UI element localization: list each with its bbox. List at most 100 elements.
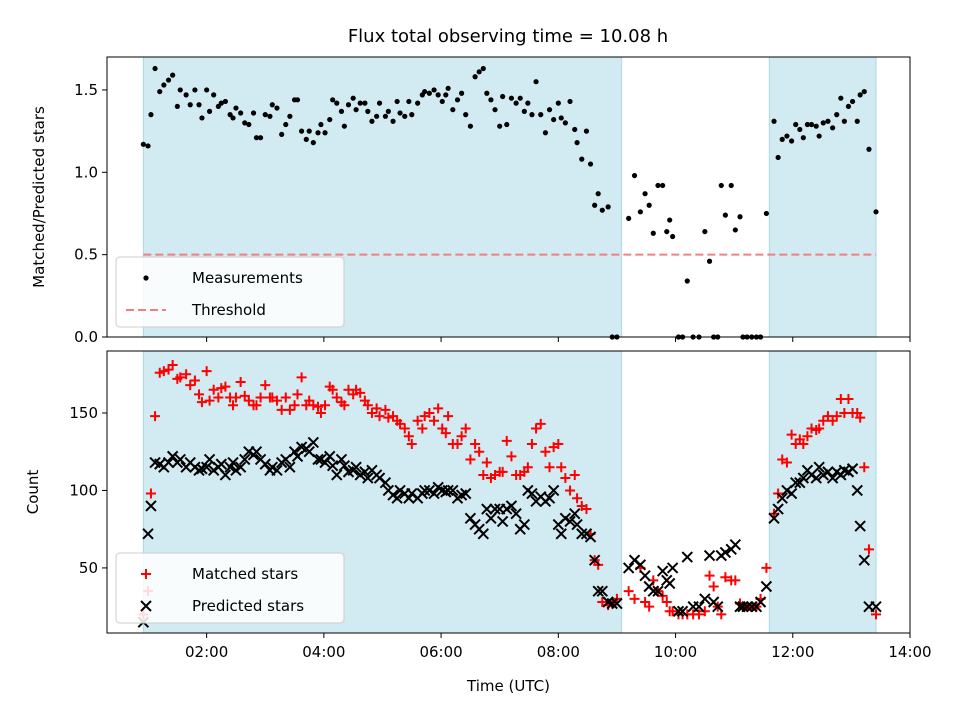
data-point (664, 228, 670, 235)
series-measurements (140, 65, 879, 340)
data-point (741, 600, 753, 613)
data-point (267, 113, 273, 119)
data-point (854, 520, 866, 532)
data-point (374, 113, 380, 119)
data-point (813, 461, 825, 473)
data-point (699, 593, 711, 605)
data-point (849, 98, 856, 105)
data-point (324, 450, 336, 463)
data-point (148, 112, 154, 118)
data-point (379, 476, 392, 489)
data-point (543, 492, 556, 504)
data-point (859, 462, 870, 473)
data-point (204, 395, 215, 406)
data-point (477, 528, 490, 540)
data-point (813, 123, 819, 129)
data-point (235, 376, 246, 387)
data-point (553, 438, 564, 449)
data-point (681, 551, 693, 563)
data-point (338, 108, 345, 114)
data-point (572, 493, 583, 504)
data-point (656, 565, 669, 577)
data-point (185, 380, 196, 391)
data-point (380, 404, 391, 415)
data-point (584, 531, 597, 543)
data-point (418, 484, 431, 497)
data-point (415, 100, 421, 106)
data-point (292, 389, 303, 400)
data-point (335, 453, 348, 466)
data-point (142, 528, 154, 540)
data-point (522, 462, 533, 473)
data-point (737, 600, 749, 613)
data-point (395, 418, 406, 429)
data-point (535, 418, 546, 429)
data-point (639, 569, 651, 582)
data-point (562, 120, 568, 126)
data-point (402, 113, 408, 119)
data-point (820, 120, 826, 126)
data-point (555, 528, 567, 540)
data-point (599, 207, 605, 213)
data-point (760, 580, 773, 593)
data-point (228, 400, 239, 411)
data-point (280, 392, 291, 403)
data-point (246, 121, 252, 128)
y-tick-label: 1.0 (74, 163, 98, 181)
data-point (376, 100, 383, 106)
data-point (786, 429, 797, 440)
data-point (362, 400, 373, 411)
data-point (196, 102, 202, 108)
data-point (718, 182, 724, 189)
data-point (459, 90, 465, 96)
data-point (319, 456, 331, 469)
data-point (145, 143, 151, 149)
data-point (409, 112, 415, 118)
data-point (474, 446, 485, 457)
data-point (481, 457, 492, 468)
data-point (699, 606, 710, 617)
data-point (556, 462, 567, 473)
legend-label: Measurements (192, 269, 303, 287)
bottom-panel-counts: 02:00 04:00 06:00 08:00 10:00 12:00 14:00 50 100… (24, 350, 932, 695)
data-point (467, 123, 474, 129)
data-point (341, 123, 347, 129)
legend-marker (143, 275, 149, 281)
data-point (572, 126, 578, 133)
data-point (800, 135, 806, 141)
data-point (597, 597, 608, 608)
data-point (663, 577, 676, 590)
data-point (722, 212, 728, 218)
data-point (834, 112, 840, 118)
data-point (167, 359, 178, 370)
data-point (331, 392, 342, 403)
data-point (571, 518, 583, 531)
data-point (353, 107, 359, 113)
data-point (331, 469, 343, 481)
data-point (826, 472, 839, 484)
y-tick-label: 100 (69, 481, 98, 499)
data-point (798, 438, 809, 449)
data-point (391, 492, 403, 504)
y-axis-label: Count (24, 470, 42, 515)
x-tick-label: 12:00 (771, 643, 814, 661)
data-point (269, 102, 275, 108)
data-point (684, 278, 690, 284)
data-point (382, 113, 389, 119)
data-point (187, 102, 193, 108)
data-point (544, 462, 555, 473)
data-point (257, 135, 264, 141)
data-point (708, 581, 719, 592)
data-point (793, 121, 799, 128)
data-point (513, 100, 519, 106)
data-point (215, 458, 228, 470)
data-point (592, 585, 604, 597)
data-point (816, 133, 822, 139)
data-point (501, 435, 512, 446)
data-point (772, 503, 784, 515)
data-point (294, 97, 301, 103)
data-point (259, 458, 271, 470)
data-point (574, 140, 580, 146)
data-point (406, 438, 417, 449)
data-point (371, 403, 382, 414)
